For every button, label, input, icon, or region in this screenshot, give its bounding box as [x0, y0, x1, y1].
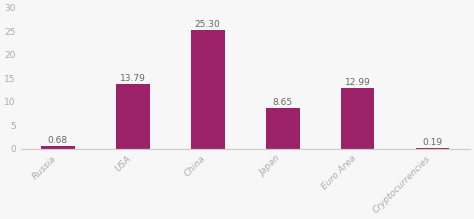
Bar	[116, 84, 150, 149]
Bar	[41, 146, 75, 149]
Bar	[191, 30, 225, 149]
Text: 0.19: 0.19	[422, 138, 443, 147]
Text: 0.68: 0.68	[48, 136, 68, 145]
Text: 12.99: 12.99	[345, 78, 371, 87]
Bar	[266, 108, 300, 149]
Text: 8.65: 8.65	[273, 98, 293, 107]
Bar	[416, 148, 449, 149]
Bar	[341, 88, 374, 149]
Text: 25.30: 25.30	[195, 20, 220, 29]
Text: 13.79: 13.79	[120, 74, 146, 83]
